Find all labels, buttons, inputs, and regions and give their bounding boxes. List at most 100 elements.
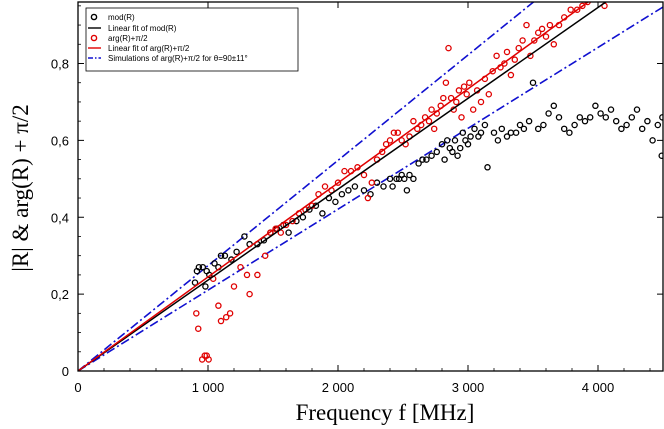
data-point-arg-29	[341, 167, 348, 175]
data-point-arg-53	[440, 94, 447, 102]
data-point-arg-41	[398, 137, 405, 144]
data-point-mod-29	[345, 187, 352, 194]
data-point-mod-83	[571, 121, 578, 129]
data-point-mod-93	[623, 121, 630, 129]
data-point-mod-61	[471, 125, 478, 133]
data-point-arg-84	[546, 21, 554, 29]
data-point-mod-82	[566, 129, 573, 136]
data-point-mod-87	[592, 102, 599, 110]
data-point-arg-39	[390, 129, 398, 136]
data-point-arg-21	[289, 217, 296, 225]
data-point-arg-40	[394, 129, 402, 136]
data-point-arg-59	[455, 87, 463, 94]
data-point-arg-1	[194, 325, 202, 332]
data-point-mod-92	[618, 125, 625, 133]
data-point-arg-77	[519, 37, 526, 44]
data-point-mod-100	[658, 152, 663, 159]
data-point-arg-38	[386, 137, 394, 144]
data-point-mod-59	[464, 140, 472, 148]
legend-box	[85, 7, 299, 72]
data-point-mod-57	[459, 129, 467, 136]
data-point-mod-80	[555, 114, 563, 121]
data-point-arg-44	[410, 117, 417, 125]
x-tick-label: 3 000	[452, 380, 485, 395]
data-point-mod-41	[403, 187, 411, 194]
data-point-mod-13	[241, 233, 248, 240]
data-point-mod-79	[550, 102, 558, 110]
data-point-mod-85	[581, 117, 589, 125]
data-point-arg-16	[261, 252, 269, 259]
data-point-arg-89	[573, 6, 581, 13]
legend-entry-arg-fit: Linear fit of arg(R)+π/2	[108, 44, 190, 53]
data-point-mod-4	[202, 283, 209, 290]
data-point-mod-16	[260, 237, 268, 244]
data-point-mod-67	[494, 137, 502, 144]
data-point-arg-80	[531, 37, 538, 44]
data-point-arg-54	[442, 79, 450, 86]
data-point-arg-88	[567, 6, 574, 13]
data-point-arg-8	[217, 317, 225, 325]
data-point-mod-84	[576, 114, 584, 121]
data-point-mod-27	[332, 198, 339, 206]
data-point-mod-45	[419, 156, 426, 163]
data-point-mod-36	[389, 183, 396, 190]
data-point-arg-5	[205, 356, 212, 363]
data-point-mod-56	[456, 144, 464, 152]
y-tick-label: 0	[62, 364, 69, 379]
data-point-arg-14	[246, 290, 253, 298]
data-point-mod-91	[612, 117, 620, 125]
data-point-mod-68	[498, 125, 506, 133]
axis-ticks: 0 1 000 2 000 3 000 4 000 0 0,2 0,4 0,6 0,8	[51, 2, 663, 395]
data-point-arg-85	[550, 41, 558, 48]
data-point-mod-31	[360, 187, 368, 194]
legend-entry-arg: arg(R)+π/2	[108, 34, 148, 43]
data-point-arg-62	[463, 91, 470, 98]
data-point-arg-48	[425, 117, 433, 125]
legend-entry-mod-fit: Linear fit of mod(R)	[108, 24, 177, 33]
data-point-arg-68	[485, 91, 493, 98]
data-point-arg-50	[430, 125, 438, 133]
data-point-mod-3	[199, 263, 207, 271]
plot-frame	[77, 1, 664, 372]
data-point-mod-65	[484, 164, 491, 171]
data-point-mod-97	[644, 117, 651, 125]
data-point-mod-28	[338, 190, 346, 198]
y-tick-label: 0,4	[51, 210, 69, 225]
x-tick-label: 4 000	[582, 380, 615, 395]
data-point-arg-73	[503, 48, 511, 56]
data-point-arg-55	[445, 44, 452, 52]
data-point-mod-51	[443, 137, 451, 144]
y-tick-label: 0,6	[51, 133, 69, 148]
legend-entry-mod: mod(R)	[108, 13, 135, 22]
data-point-arg-10	[226, 310, 234, 317]
data-point-mod-43	[410, 175, 417, 183]
data-point-mod-48	[433, 148, 441, 156]
data-point-arg-12	[237, 263, 244, 271]
legend-marker-arg	[90, 34, 98, 42]
data-point-mod-46	[423, 156, 430, 163]
simulation-line-lower	[78, 6, 663, 371]
data-point-mod-34	[380, 183, 387, 190]
legend-entry-sim: Simulations of arg(R)+π/2 for θ=90±11°	[108, 54, 248, 63]
data-point-mod-76	[534, 125, 542, 133]
data-point-mod-90	[607, 106, 615, 113]
data-point-mod-99	[654, 121, 662, 129]
data-point-mod-88	[597, 110, 604, 117]
data-point-mod-20	[285, 229, 292, 236]
data-point-mod-44	[415, 160, 422, 167]
simulation-line-upper	[78, 2, 535, 371]
y-axis-label: |R| & arg(R) + π/2	[8, 104, 33, 272]
data-point-mod-55	[454, 152, 461, 159]
data-point-arg-90	[579, 2, 586, 10]
data-point-arg-64	[469, 106, 477, 113]
data-point-arg-75	[511, 56, 519, 63]
y-tick-label: 0,2	[51, 287, 69, 302]
data-point-arg-91	[584, 2, 591, 6]
data-point-mod-74	[525, 117, 533, 125]
data-point-arg-9	[222, 313, 230, 321]
data-point-mod-64	[481, 121, 489, 129]
fit-line-arg	[78, 2, 590, 371]
fit-line-mod	[78, 2, 608, 371]
data-point-arg-49	[428, 106, 435, 113]
